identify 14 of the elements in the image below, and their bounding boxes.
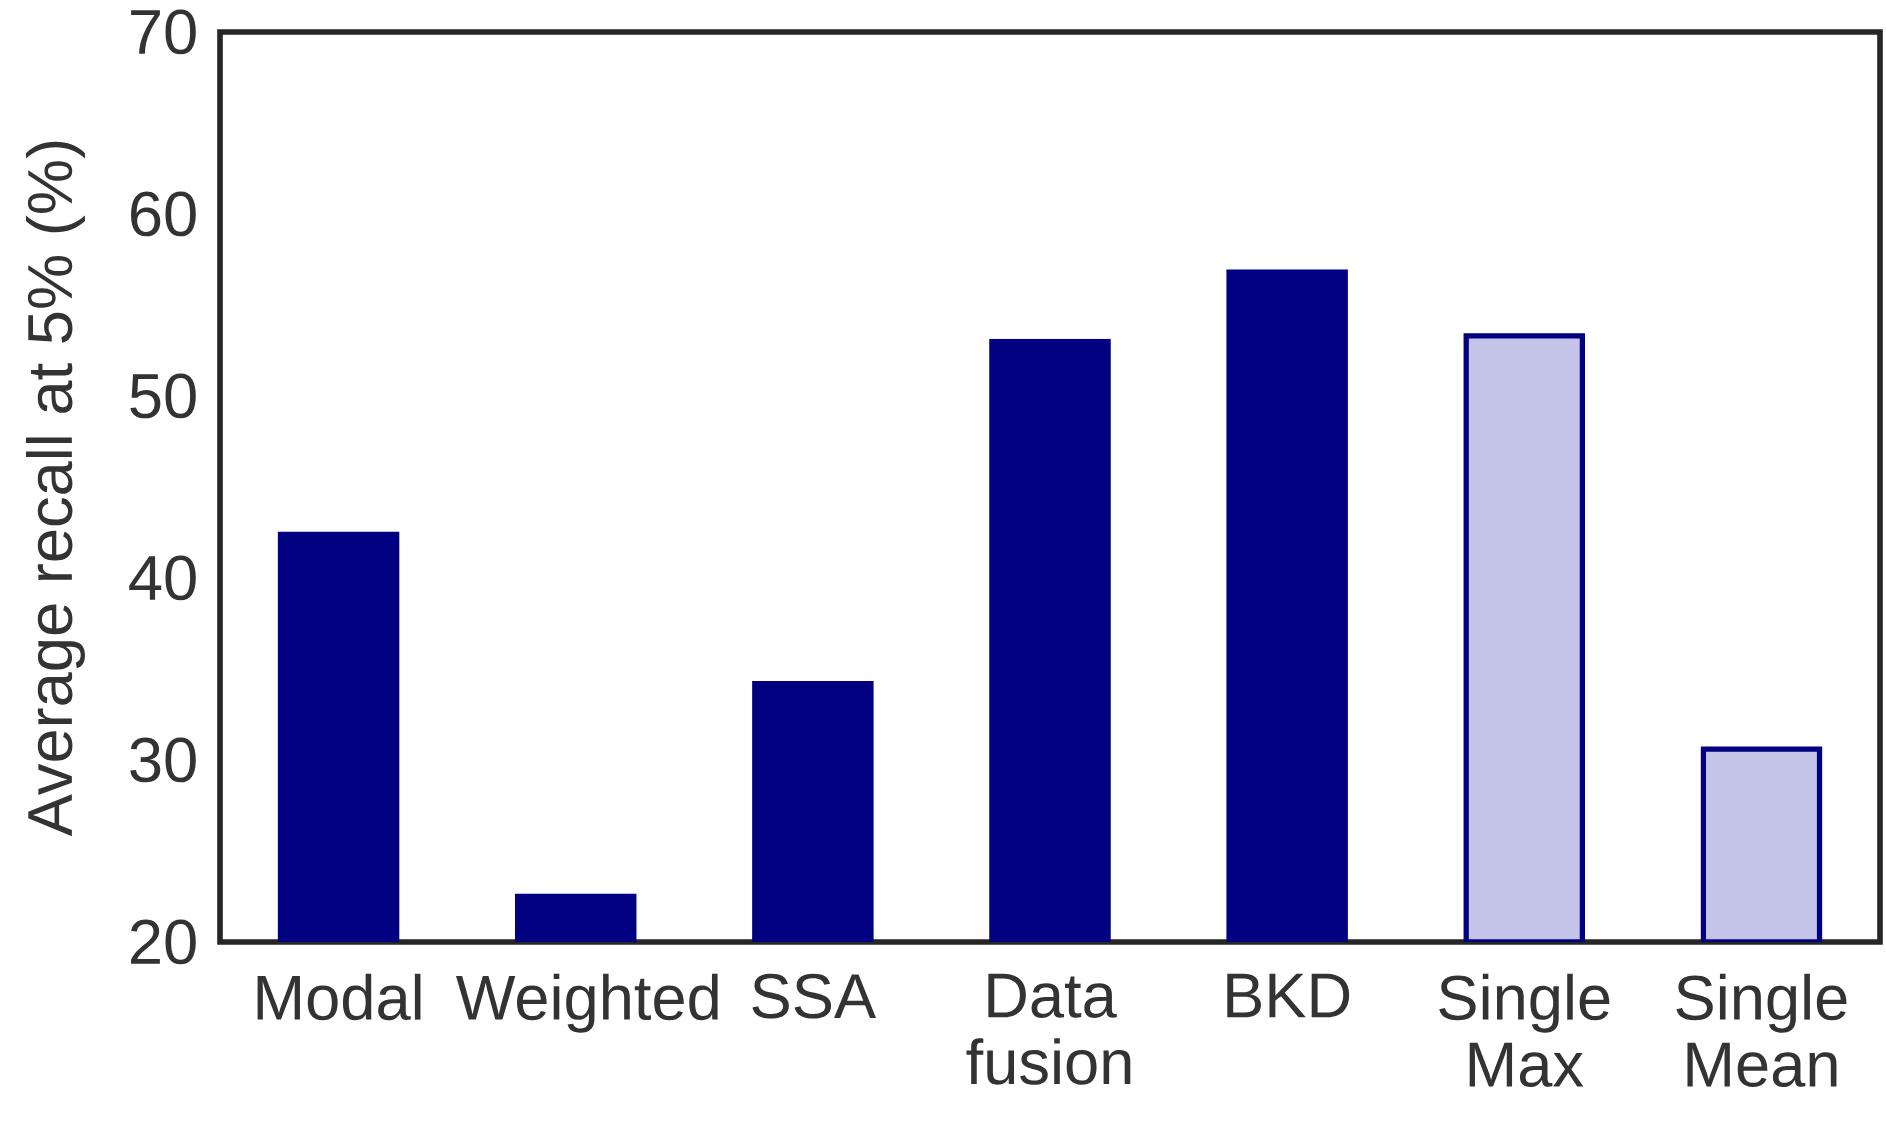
x-tick-label: Weighted	[456, 973, 718, 1033]
x-tick-label: BKD	[1227, 973, 1350, 1018]
y-tick-label: 60	[131, 191, 196, 237]
x-tick-label: Data fusion	[966, 973, 1131, 1085]
x-tick-label: Modal	[257, 973, 421, 1021]
y-tick-label: 30	[130, 737, 196, 783]
y-tick-label: 50	[130, 373, 196, 419]
y-tick-label: 70	[131, 9, 196, 55]
x-tick-label: Single Mean	[1676, 973, 1847, 1087]
y-tick-label: 20	[131, 919, 196, 965]
x-tick-label: Single Max	[1439, 973, 1610, 1087]
y-axis-title: Average recall at 5% (%)	[25, 141, 85, 837]
x-tick-label: SSA	[752, 973, 877, 1019]
y-tick-label: 40	[129, 555, 196, 601]
